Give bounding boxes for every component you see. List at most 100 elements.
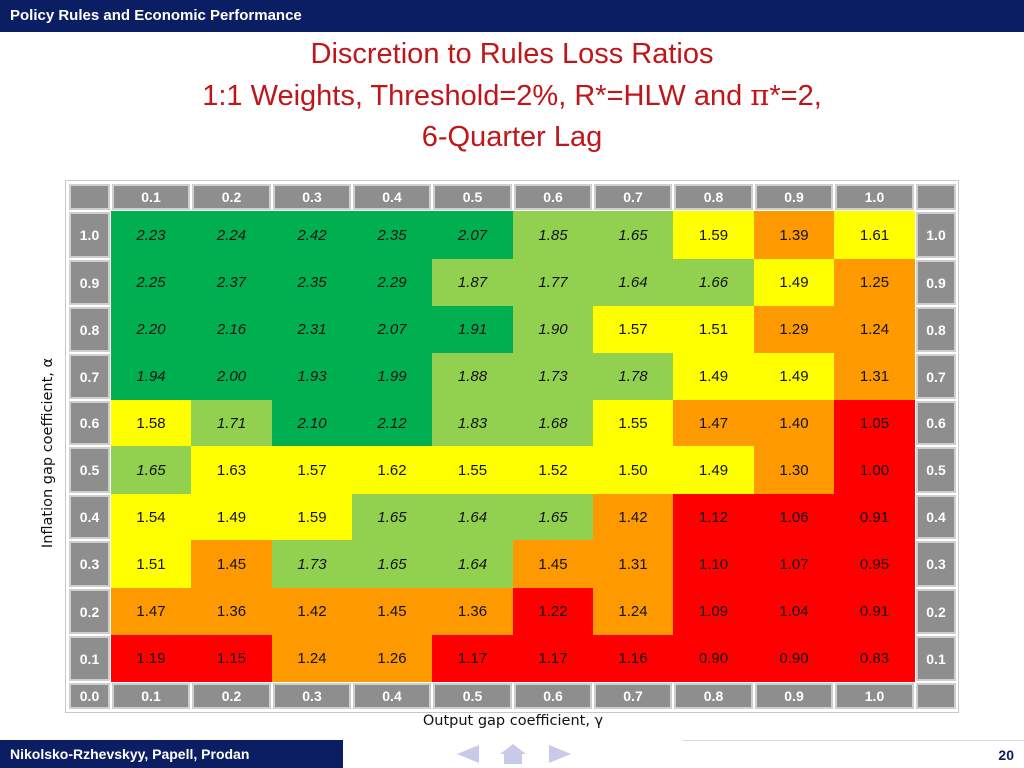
heatmap-cell: 1.49 [673,446,754,494]
next-slide-icon[interactable] [543,743,577,765]
row-header-right: 0.7 [916,354,956,399]
heatmap-cell: 1.29 [754,306,834,353]
row-header-right: 0.8 [916,307,956,352]
heatmap-cell: 1.64 [593,259,673,306]
heatmap-cell: 2.00 [191,353,272,400]
row-header-left: 0.6 [69,401,110,445]
heatmap-cell: 1.73 [513,353,593,400]
heatmap-cell: 2.20 [111,306,191,353]
heatmap-cell: 0.95 [834,540,915,588]
heatmap-cell: 1.24 [272,635,352,682]
slide-title-pi: π [750,78,770,112]
header-corner-bottom-left: 0.0 [69,683,110,709]
heatmap-cell: 1.73 [272,540,352,588]
heatmap-cell: 1.39 [754,211,834,259]
heatmap-cell: 1.64 [432,540,513,588]
column-header-top: 0.7 [594,184,672,210]
heatmap-cell: 1.36 [432,588,513,635]
column-header-bottom: 0.8 [674,683,753,709]
footer-navigation [343,740,683,768]
column-header-top: 0.4 [353,184,431,210]
heatmap-cell: 1.52 [513,446,593,494]
heatmap-cell: 1.77 [513,259,593,306]
heatmap-cell: 1.65 [352,540,432,588]
heatmap-cell: 1.45 [513,540,593,588]
column-header-bottom: 0.6 [514,683,592,709]
column-header-top: 0.3 [273,184,351,210]
row-header-right: 0.5 [916,447,956,493]
heatmap-cell: 0.91 [834,588,915,635]
heatmap-cell: 1.36 [191,588,272,635]
footer-page-bar: 20 [683,740,1024,768]
heatmap-cell: 1.88 [432,353,513,400]
heatmap-cell: 2.42 [272,211,352,259]
column-header-bottom: 0.4 [353,683,431,709]
header-corner-top-right [916,184,956,210]
heatmap-cell: 1.90 [513,306,593,353]
slide-title-line-3: 6-Quarter Lag [421,121,603,153]
header-bar: Policy Rules and Economic Performance [0,0,1024,32]
heatmap-cell: 1.55 [432,446,513,494]
column-header-top: 1.0 [835,184,914,210]
heatmap-cell: 1.31 [593,540,673,588]
heatmap-cell: 1.49 [754,353,834,400]
heatmap-cell: 1.06 [754,494,834,540]
row-header-left: 0.1 [69,636,110,681]
header-corner-bottom-right [916,683,956,709]
row-header-left: 0.5 [69,447,110,493]
heatmap-cell: 1.99 [352,353,432,400]
heatmap-cell: 1.49 [191,494,272,540]
header-corner-top-left [69,184,110,210]
previous-slide-icon[interactable] [451,743,485,765]
footer-authors-bar: Nikolsko-Rzhevskyy, Papell, Prodan [0,740,343,768]
home-icon[interactable] [496,743,530,765]
heatmap-cell: 1.31 [834,353,915,400]
heatmap-cell: 1.47 [673,400,754,446]
heatmap-cell: 1.51 [673,306,754,353]
footer-authors: Nikolsko-Rzhevskyy, Papell, Prodan [10,746,250,762]
heatmap-cell: 1.19 [111,635,191,682]
heatmap-cell: 1.54 [111,494,191,540]
column-header-top: 0.1 [112,184,190,210]
heatmap-cell: 1.10 [673,540,754,588]
row-header-right: 0.6 [916,401,956,445]
y-axis-label: Inflation gap coefficient, α [40,357,56,549]
heatmap-cell: 1.59 [272,494,352,540]
column-header-bottom: 0.5 [433,683,512,709]
heatmap-cell: 1.26 [352,635,432,682]
heatmap-cell: 1.45 [352,588,432,635]
heatmap-cell: 2.10 [272,400,352,446]
heatmap-cell: 2.35 [352,211,432,259]
heatmap-cell: 1.45 [191,540,272,588]
heatmap-cell: 1.24 [593,588,673,635]
row-header-right: 0.3 [916,541,956,587]
page-number: 20 [998,747,1014,763]
heatmap-cell: 0.90 [673,635,754,682]
heatmap-cell: 2.37 [191,259,272,306]
heatmap-cell: 2.16 [191,306,272,353]
heatmap-cell: 1.85 [513,211,593,259]
heatmap-cell: 1.05 [834,400,915,446]
heatmap-cell: 1.55 [593,400,673,446]
heatmap-cell: 1.71 [191,400,272,446]
heatmap-cell: 1.61 [834,211,915,259]
column-header-bottom: 0.9 [755,683,833,709]
heatmap-cell: 1.16 [593,635,673,682]
heatmap-cell: 1.42 [272,588,352,635]
column-header-bottom: 1.0 [835,683,914,709]
heatmap-cell: 1.65 [513,494,593,540]
heatmap-cell: 2.23 [111,211,191,259]
row-header-left: 0.4 [69,495,110,539]
column-header-top: 0.9 [755,184,833,210]
heatmap-cell: 1.64 [432,494,513,540]
row-header-left: 0.7 [69,354,110,399]
heatmap-cell: 2.35 [272,259,352,306]
row-header-right: 0.9 [916,260,956,305]
heatmap-cell: 1.22 [513,588,593,635]
heatmap-cell: 2.07 [352,306,432,353]
heatmap-cell: 1.78 [593,353,673,400]
row-header-left: 0.8 [69,307,110,352]
column-header-top: 0.6 [514,184,592,210]
heatmap-cell: 1.50 [593,446,673,494]
